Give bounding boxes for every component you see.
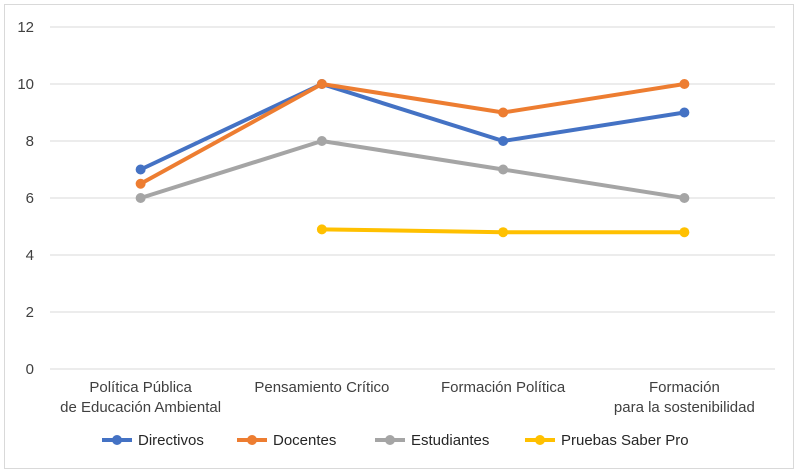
y-axis-ticks: 0 2 4 6 8 10 12 — [17, 19, 34, 378]
legend-label: Docentes — [273, 432, 336, 449]
data-point — [316, 224, 327, 235]
legend-item: Directivos — [102, 432, 204, 449]
x-tick-label-line: Política Pública — [89, 379, 192, 396]
y-tick-label: 4 — [26, 247, 34, 264]
series-docentes — [135, 79, 690, 189]
legend-marker — [112, 435, 122, 445]
data-point — [498, 136, 509, 146]
data-point — [679, 193, 690, 203]
y-tick-label: 2 — [26, 304, 34, 321]
legend: Directivos Docentes Estudiantes Pruebas Sab… — [102, 432, 689, 449]
y-tick-label: 10 — [17, 76, 34, 93]
data-point — [135, 193, 146, 203]
series-estudiantes — [135, 136, 690, 203]
series-directivos — [135, 79, 690, 175]
y-tick-label: 0 — [26, 361, 34, 378]
legend-marker — [385, 435, 395, 445]
data-point — [498, 164, 509, 175]
x-tick-label: Política Pública de Educación Ambiental — [60, 379, 221, 416]
series-line — [138, 82, 687, 186]
data-point — [316, 79, 327, 89]
data-point — [316, 136, 327, 146]
y-tick-label: 6 — [26, 190, 34, 207]
legend-marker — [535, 435, 545, 445]
data-point — [498, 107, 509, 118]
legend-item: Estudiantes — [375, 432, 489, 449]
gridlines — [50, 26, 775, 370]
y-tick-label: 8 — [26, 133, 34, 150]
series-group — [135, 79, 690, 238]
x-tick-label-line: de Educación Ambiental — [60, 399, 221, 416]
series-line — [138, 82, 687, 172]
x-tick-label-line: Formación — [649, 379, 720, 396]
data-point — [679, 227, 690, 238]
series-line — [138, 139, 687, 200]
x-tick-label: Pensamiento Crítico — [254, 379, 389, 396]
legend-item: Pruebas Saber Pro — [525, 432, 689, 449]
x-tick-label: Formación Política — [441, 379, 566, 396]
data-point — [498, 227, 509, 238]
legend-label: Directivos — [138, 432, 204, 449]
data-point — [135, 164, 146, 175]
legend-label: Estudiantes — [411, 432, 489, 449]
x-tick-label-line: Pensamiento Crítico — [254, 379, 389, 396]
series-pruebas-saber-pro — [316, 224, 690, 238]
x-tick-label-line: para la sostenibilidad — [614, 399, 755, 416]
y-tick-label: 12 — [17, 19, 34, 36]
x-tick-label-line: Formación Política — [441, 379, 566, 396]
x-tick-label: Formación para la sostenibilidad — [614, 379, 755, 416]
data-point — [679, 107, 690, 118]
chart-frame — [4, 4, 794, 469]
legend-item: Docentes — [237, 432, 336, 449]
data-point — [679, 79, 690, 89]
x-axis-ticks: Política Pública de Educación Ambiental Pe… — [60, 379, 755, 416]
data-point — [135, 178, 146, 189]
legend-label: Pruebas Saber Pro — [561, 432, 689, 449]
legend-marker — [247, 435, 257, 445]
